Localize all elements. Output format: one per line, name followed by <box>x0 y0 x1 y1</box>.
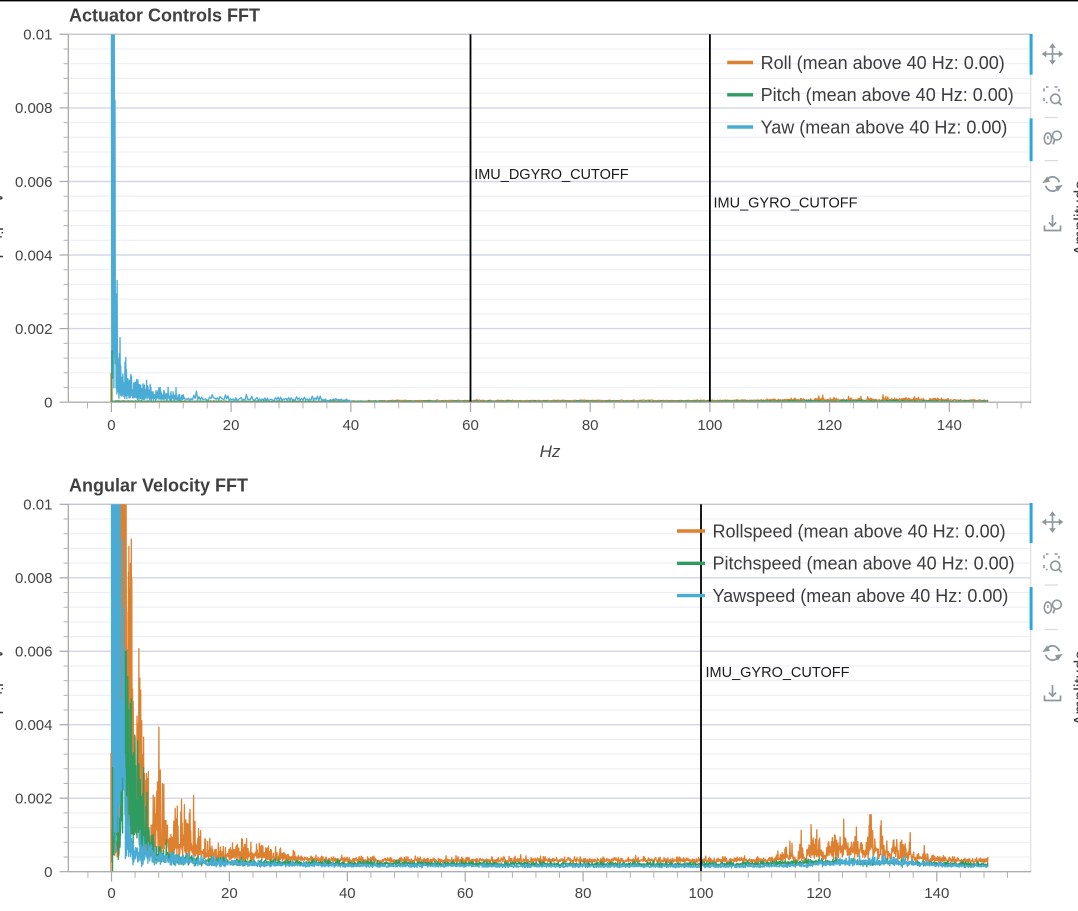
svg-text:0.004: 0.004 <box>15 247 53 264</box>
svg-text:0.008: 0.008 <box>15 570 53 587</box>
svg-text:Amplitude: Amplitude <box>1071 650 1078 726</box>
svg-text:0.01: 0.01 <box>23 497 52 514</box>
svg-text:Rollspeed (mean above 40 Hz: 0: Rollspeed (mean above 40 Hz: 0.00) <box>713 521 1006 541</box>
svg-text:80: 80 <box>575 885 592 902</box>
svg-text:0: 0 <box>107 417 115 434</box>
svg-text:0.002: 0.002 <box>15 791 53 808</box>
svg-text:100: 100 <box>688 885 713 902</box>
svg-text:Pitch (mean above 40 Hz: 0.00): Pitch (mean above 40 Hz: 0.00) <box>761 85 1014 105</box>
svg-text:IMU_DGYRO_CUTOFF: IMU_DGYRO_CUTOFF <box>474 167 629 183</box>
svg-text:60: 60 <box>457 885 474 902</box>
svg-text:0: 0 <box>44 395 52 412</box>
svg-text:Yaw (mean above 40 Hz: 0.00): Yaw (mean above 40 Hz: 0.00) <box>761 117 1008 137</box>
svg-text:Amplitude: Amplitude <box>1071 180 1078 256</box>
svg-text:80: 80 <box>582 417 599 434</box>
svg-text:0.002: 0.002 <box>15 321 53 338</box>
svg-text:Pitchspeed (mean above 40 Hz:: Pitchspeed (mean above 40 Hz: 0.00) <box>713 554 1015 574</box>
svg-text:140: 140 <box>937 417 962 434</box>
svg-text:0.004: 0.004 <box>15 717 53 734</box>
svg-text:IMU_GYRO_CUTOFF: IMU_GYRO_CUTOFF <box>706 665 850 681</box>
svg-text:20: 20 <box>223 417 240 434</box>
svg-text:100: 100 <box>697 417 722 434</box>
svg-text:0.006: 0.006 <box>15 174 53 191</box>
svg-text:40: 40 <box>339 885 356 902</box>
svg-text:0: 0 <box>107 885 115 902</box>
svg-text:IMU_GYRO_CUTOFF: IMU_GYRO_CUTOFF <box>714 196 858 212</box>
svg-text:120: 120 <box>817 417 842 434</box>
svg-text:0.01: 0.01 <box>23 27 52 44</box>
svg-text:0.008: 0.008 <box>15 100 53 117</box>
svg-text:Amplitude: Amplitude <box>0 192 6 268</box>
svg-text:Actuator Controls FFT: Actuator Controls FFT <box>69 5 260 25</box>
svg-text:120: 120 <box>806 885 831 902</box>
svg-text:140: 140 <box>924 885 949 902</box>
svg-text:40: 40 <box>342 417 359 434</box>
svg-text:Amplitude: Amplitude <box>0 648 6 724</box>
svg-text:Hz: Hz <box>540 442 561 461</box>
svg-text:Roll (mean above 40 Hz: 0.00): Roll (mean above 40 Hz: 0.00) <box>761 53 1005 73</box>
svg-text:60: 60 <box>462 417 479 434</box>
svg-text:0.006: 0.006 <box>15 644 53 661</box>
svg-text:Yawspeed (mean above 40 Hz: 0.: Yawspeed (mean above 40 Hz: 0.00) <box>713 586 1009 606</box>
svg-text:0: 0 <box>44 864 52 881</box>
svg-text:Angular Velocity FFT: Angular Velocity FFT <box>69 476 248 496</box>
svg-text:20: 20 <box>221 885 238 902</box>
